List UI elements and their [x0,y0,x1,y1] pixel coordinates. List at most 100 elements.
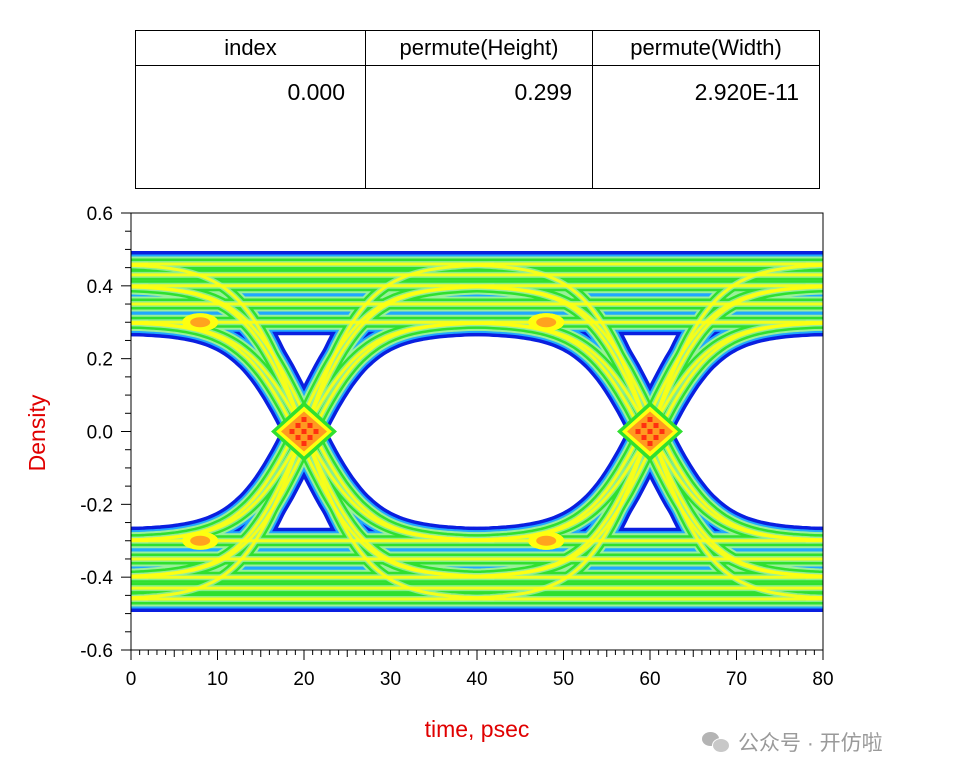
trace-band [805,321,823,325]
hotspot-core [313,429,319,434]
trace-band [805,534,823,546]
trace-band [805,532,823,548]
trace-band [805,594,823,602]
hotspot-core [653,423,659,428]
trace-band [805,568,823,585]
trace-band [805,319,823,327]
trace-band [805,538,823,542]
hotspot-core [647,417,653,422]
x-tick-label: 50 [553,669,574,690]
trace-band [805,309,823,337]
y-tick-label: -0.2 [80,495,113,516]
trace-band [805,283,823,291]
x-tick-label: 40 [466,669,487,690]
x-axis-label: time, psec [425,716,530,742]
x-tick-label: 10 [207,669,228,690]
results-table: index 0.000 permute(Height) 0.299 permut… [135,30,820,189]
axes: 0 10 20 30 40 50 60 70 80 -0.6 -0.4 -0.2 0.0 0.2 0.4 0.… [80,204,833,690]
trace-band [805,574,823,578]
warm-spot-core [536,317,557,328]
trace-band [805,263,823,267]
trace-band [805,284,823,289]
trace-band [805,276,823,297]
table-column-height: permute(Height) 0.299 [365,31,592,188]
trace-band [805,283,823,290]
warm-spot-core [190,535,211,546]
trace-band [805,285,823,289]
hotspot-core [301,429,307,434]
table-cell: 0.299 [514,79,572,105]
trace-band [805,568,823,584]
hotspot-core [641,435,647,440]
y-axis-label: Density [24,394,50,471]
trace-band [805,574,823,579]
trace-band [805,273,823,301]
warm-spot-core [882,317,902,327]
hotspot-core [641,423,647,428]
crossing-hotspot [271,401,337,462]
table-header: permute(Height) [366,31,592,66]
trace-band [805,257,823,273]
trace-band [805,573,823,580]
trace-band [805,563,823,590]
trace-band [805,315,823,331]
watermark-text: 公众号 · 开仿啦 [738,732,883,755]
trace-band [805,281,823,293]
hotspot-core [635,429,641,434]
warm-spot-core [882,536,902,546]
trace-band [805,572,823,580]
trace-band [805,532,823,548]
trace-band [805,566,823,586]
trace-band [805,278,823,295]
trace-band [805,584,823,612]
trace-band [805,526,823,554]
trace-band [805,526,823,554]
hotspot-core [295,423,301,428]
table-cell: 0.000 [287,79,345,105]
warm-spot [874,313,910,331]
trace-band [805,251,823,279]
x-tick-label: 60 [639,669,660,690]
y-tick-label: 0.0 [87,423,113,444]
x-tick-label: 70 [726,669,747,690]
trace-band [805,530,823,550]
trace-band [805,570,823,582]
x-tick-label: 0 [126,669,137,690]
trace-band [805,261,823,269]
trace-band [805,590,823,606]
trace-band [805,313,823,333]
y-tick-label: -0.6 [80,641,113,662]
hotspot-core [647,441,653,446]
hotspot-core [659,429,665,434]
trace-band [805,273,823,300]
trace-band [805,536,823,544]
trace-band [805,530,823,550]
y-tick-label: 0.6 [87,204,113,225]
hotspot-core [289,429,295,434]
watermark: 公众号 · 开仿啦 [702,726,883,758]
y-tick-label: 0.4 [87,277,114,298]
table-column-width: permute(Width) 2.920E-11 [592,31,819,188]
eye-diagram-chart: 0 10 20 30 40 50 60 70 80 -0.6 -0.4 -0.2 0.0 0.2 0.4 0.… [24,204,910,742]
trace-band [805,315,823,331]
trace-band [805,317,823,329]
density-layer [131,254,823,609]
crossing-hotspot [617,401,683,462]
trace-band [805,596,823,600]
trace-band [805,588,823,608]
trace-band [805,313,823,333]
hotspot-core [653,435,659,440]
trace-band [805,259,823,271]
hotspot-core [301,441,307,446]
warm-spot-core [536,535,557,546]
trace-band [805,280,823,293]
trace-band [805,536,823,544]
warm-spot [874,532,910,550]
y-tick-label: 0.2 [87,350,113,371]
trace-band [805,277,823,297]
hotspot-core [301,417,307,422]
density-plot [131,251,910,612]
table-header: index [136,31,365,66]
trace-band [805,562,823,590]
trace-band [805,317,823,329]
